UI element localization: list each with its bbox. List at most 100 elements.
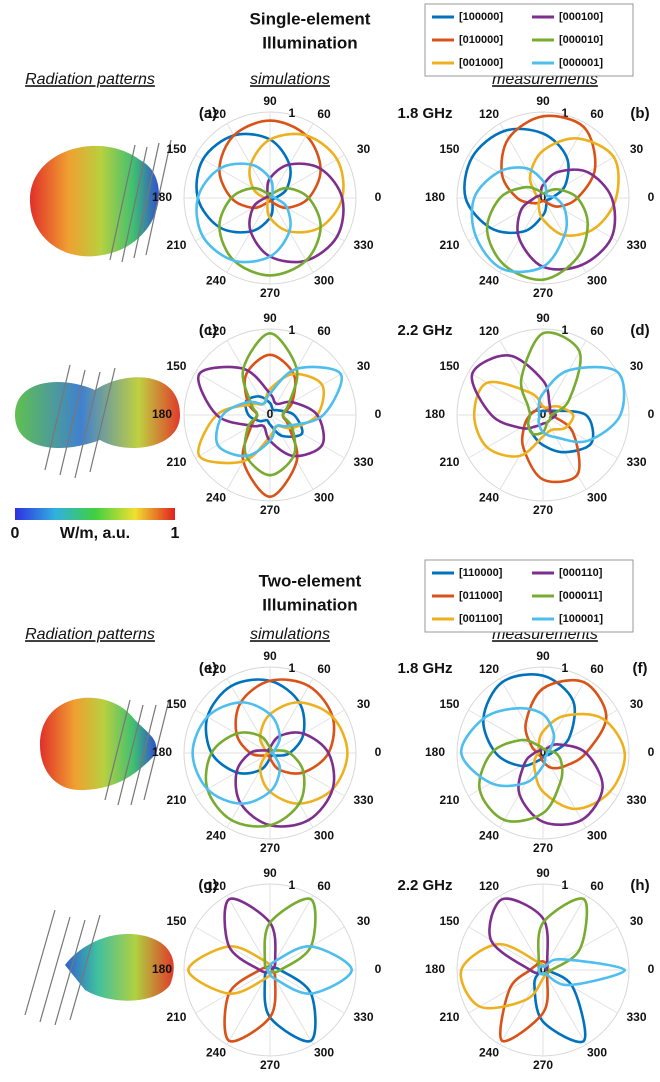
figure: W/m, a.u. 0 1 Single-element Illumination Ra… <box>0 0 660 1082</box>
angle-label: 180 <box>425 745 445 759</box>
angle-label: 60 <box>590 662 604 676</box>
column-heading: Radiation patterns <box>25 71 155 88</box>
angle-label: 330 <box>627 1010 647 1024</box>
angle-label: 330 <box>354 455 374 469</box>
angle-label: 150 <box>439 914 459 928</box>
angle-label: 60 <box>590 324 604 338</box>
angle-label: 90 <box>263 866 277 880</box>
angle-label: 90 <box>536 311 550 325</box>
angle-label: 30 <box>630 697 644 711</box>
angle-label: 240 <box>479 490 499 504</box>
angle-label: 60 <box>317 662 331 676</box>
angle-label: 240 <box>206 273 226 287</box>
angle-label: 210 <box>439 1010 459 1024</box>
angle-label: 240 <box>479 828 499 842</box>
legend-label: [000100] <box>559 11 603 23</box>
angle-label: 120 <box>479 107 499 121</box>
radial-tick-label: 1 <box>289 323 296 337</box>
angle-label: 330 <box>627 238 647 252</box>
angle-label: 240 <box>479 273 499 287</box>
angle-label: 60 <box>590 107 604 121</box>
angle-label: 270 <box>533 503 553 517</box>
angle-label: 300 <box>587 273 607 287</box>
radiation-pattern-3d <box>15 140 180 1025</box>
section-title: Two-element <box>259 571 362 590</box>
angle-label: 240 <box>206 490 226 504</box>
angle-label: 210 <box>166 238 186 252</box>
legend-label: [010000] <box>459 34 503 46</box>
angle-label: 60 <box>317 324 331 338</box>
polar-spoke <box>270 927 344 970</box>
radial-tick-label: 1 <box>289 106 296 120</box>
legend-label: [011000] <box>459 590 503 602</box>
column-heading: simulations <box>250 626 330 643</box>
angle-label: 180 <box>152 190 172 204</box>
frequency-label: 1.8 GHz <box>397 660 452 677</box>
frequency-label: 2.2 GHz <box>397 322 452 339</box>
angle-label: 30 <box>630 914 644 928</box>
angle-label: 150 <box>166 914 186 928</box>
section-title: Single-element <box>250 9 371 28</box>
angle-label: 180 <box>425 962 445 976</box>
angle-label: 90 <box>263 311 277 325</box>
angle-label: 0 <box>648 962 655 976</box>
colorbar-tick-label: 0 <box>11 525 20 542</box>
angle-label: 150 <box>166 359 186 373</box>
section-title: Illumination <box>262 33 357 52</box>
pattern-curve <box>483 674 575 766</box>
angle-label: 330 <box>354 1010 374 1024</box>
colorbar-label: W/m, a.u. <box>60 525 130 542</box>
angle-label: 210 <box>439 238 459 252</box>
frequency-label: 2.2 GHz <box>397 877 452 894</box>
angle-label: 210 <box>439 455 459 469</box>
angle-label: 90 <box>536 649 550 663</box>
radial-tick-label: 1 <box>289 878 296 892</box>
panel-label: (b) <box>630 105 649 122</box>
angle-label: 210 <box>166 793 186 807</box>
angle-label: 30 <box>630 359 644 373</box>
angle-label: 270 <box>260 1058 280 1072</box>
polar-spoke <box>543 753 586 827</box>
pattern-curve <box>501 116 595 207</box>
legend-label: [000011] <box>559 590 603 602</box>
angle-label: 330 <box>354 238 374 252</box>
radial-tick-label: 1 <box>562 878 569 892</box>
legend-label: [000001] <box>559 57 603 69</box>
angle-label: 270 <box>533 1058 553 1072</box>
angle-label: 270 <box>533 841 553 855</box>
angle-label: 240 <box>479 1045 499 1059</box>
polar-spoke <box>270 970 344 1013</box>
polar-spoke <box>270 198 344 241</box>
frequency-label: 1.8 GHz <box>397 105 452 122</box>
panel-label: (d) <box>630 322 649 339</box>
angle-label: 30 <box>630 142 644 156</box>
polar-spoke <box>543 155 617 198</box>
angle-label: 90 <box>263 94 277 108</box>
angle-label: 60 <box>317 107 331 121</box>
polar-spoke <box>469 927 543 970</box>
angle-label: 30 <box>357 914 371 928</box>
angle-label: 300 <box>314 828 334 842</box>
legend-label: [100001] <box>559 613 603 625</box>
polar-spoke <box>270 679 313 753</box>
angle-label: 330 <box>354 793 374 807</box>
angle-label: 90 <box>536 866 550 880</box>
panel-label: (e) <box>199 660 217 677</box>
polar-spoke <box>469 155 543 198</box>
angle-label: 300 <box>314 273 334 287</box>
angle-label: 60 <box>590 879 604 893</box>
angle-label: 270 <box>260 503 280 517</box>
angle-label: 300 <box>314 1045 334 1059</box>
legend-label: [000110] <box>559 567 603 579</box>
angle-label: 300 <box>587 490 607 504</box>
angle-label: 120 <box>479 324 499 338</box>
angle-label: 30 <box>357 142 371 156</box>
angle-label: 90 <box>536 94 550 108</box>
legend-label: [000010] <box>559 34 603 46</box>
angle-label: 180 <box>152 962 172 976</box>
angle-label: 240 <box>206 828 226 842</box>
angle-label: 150 <box>439 142 459 156</box>
angle-label: 120 <box>479 879 499 893</box>
polar-spoke <box>500 896 543 970</box>
angle-label: 330 <box>627 793 647 807</box>
